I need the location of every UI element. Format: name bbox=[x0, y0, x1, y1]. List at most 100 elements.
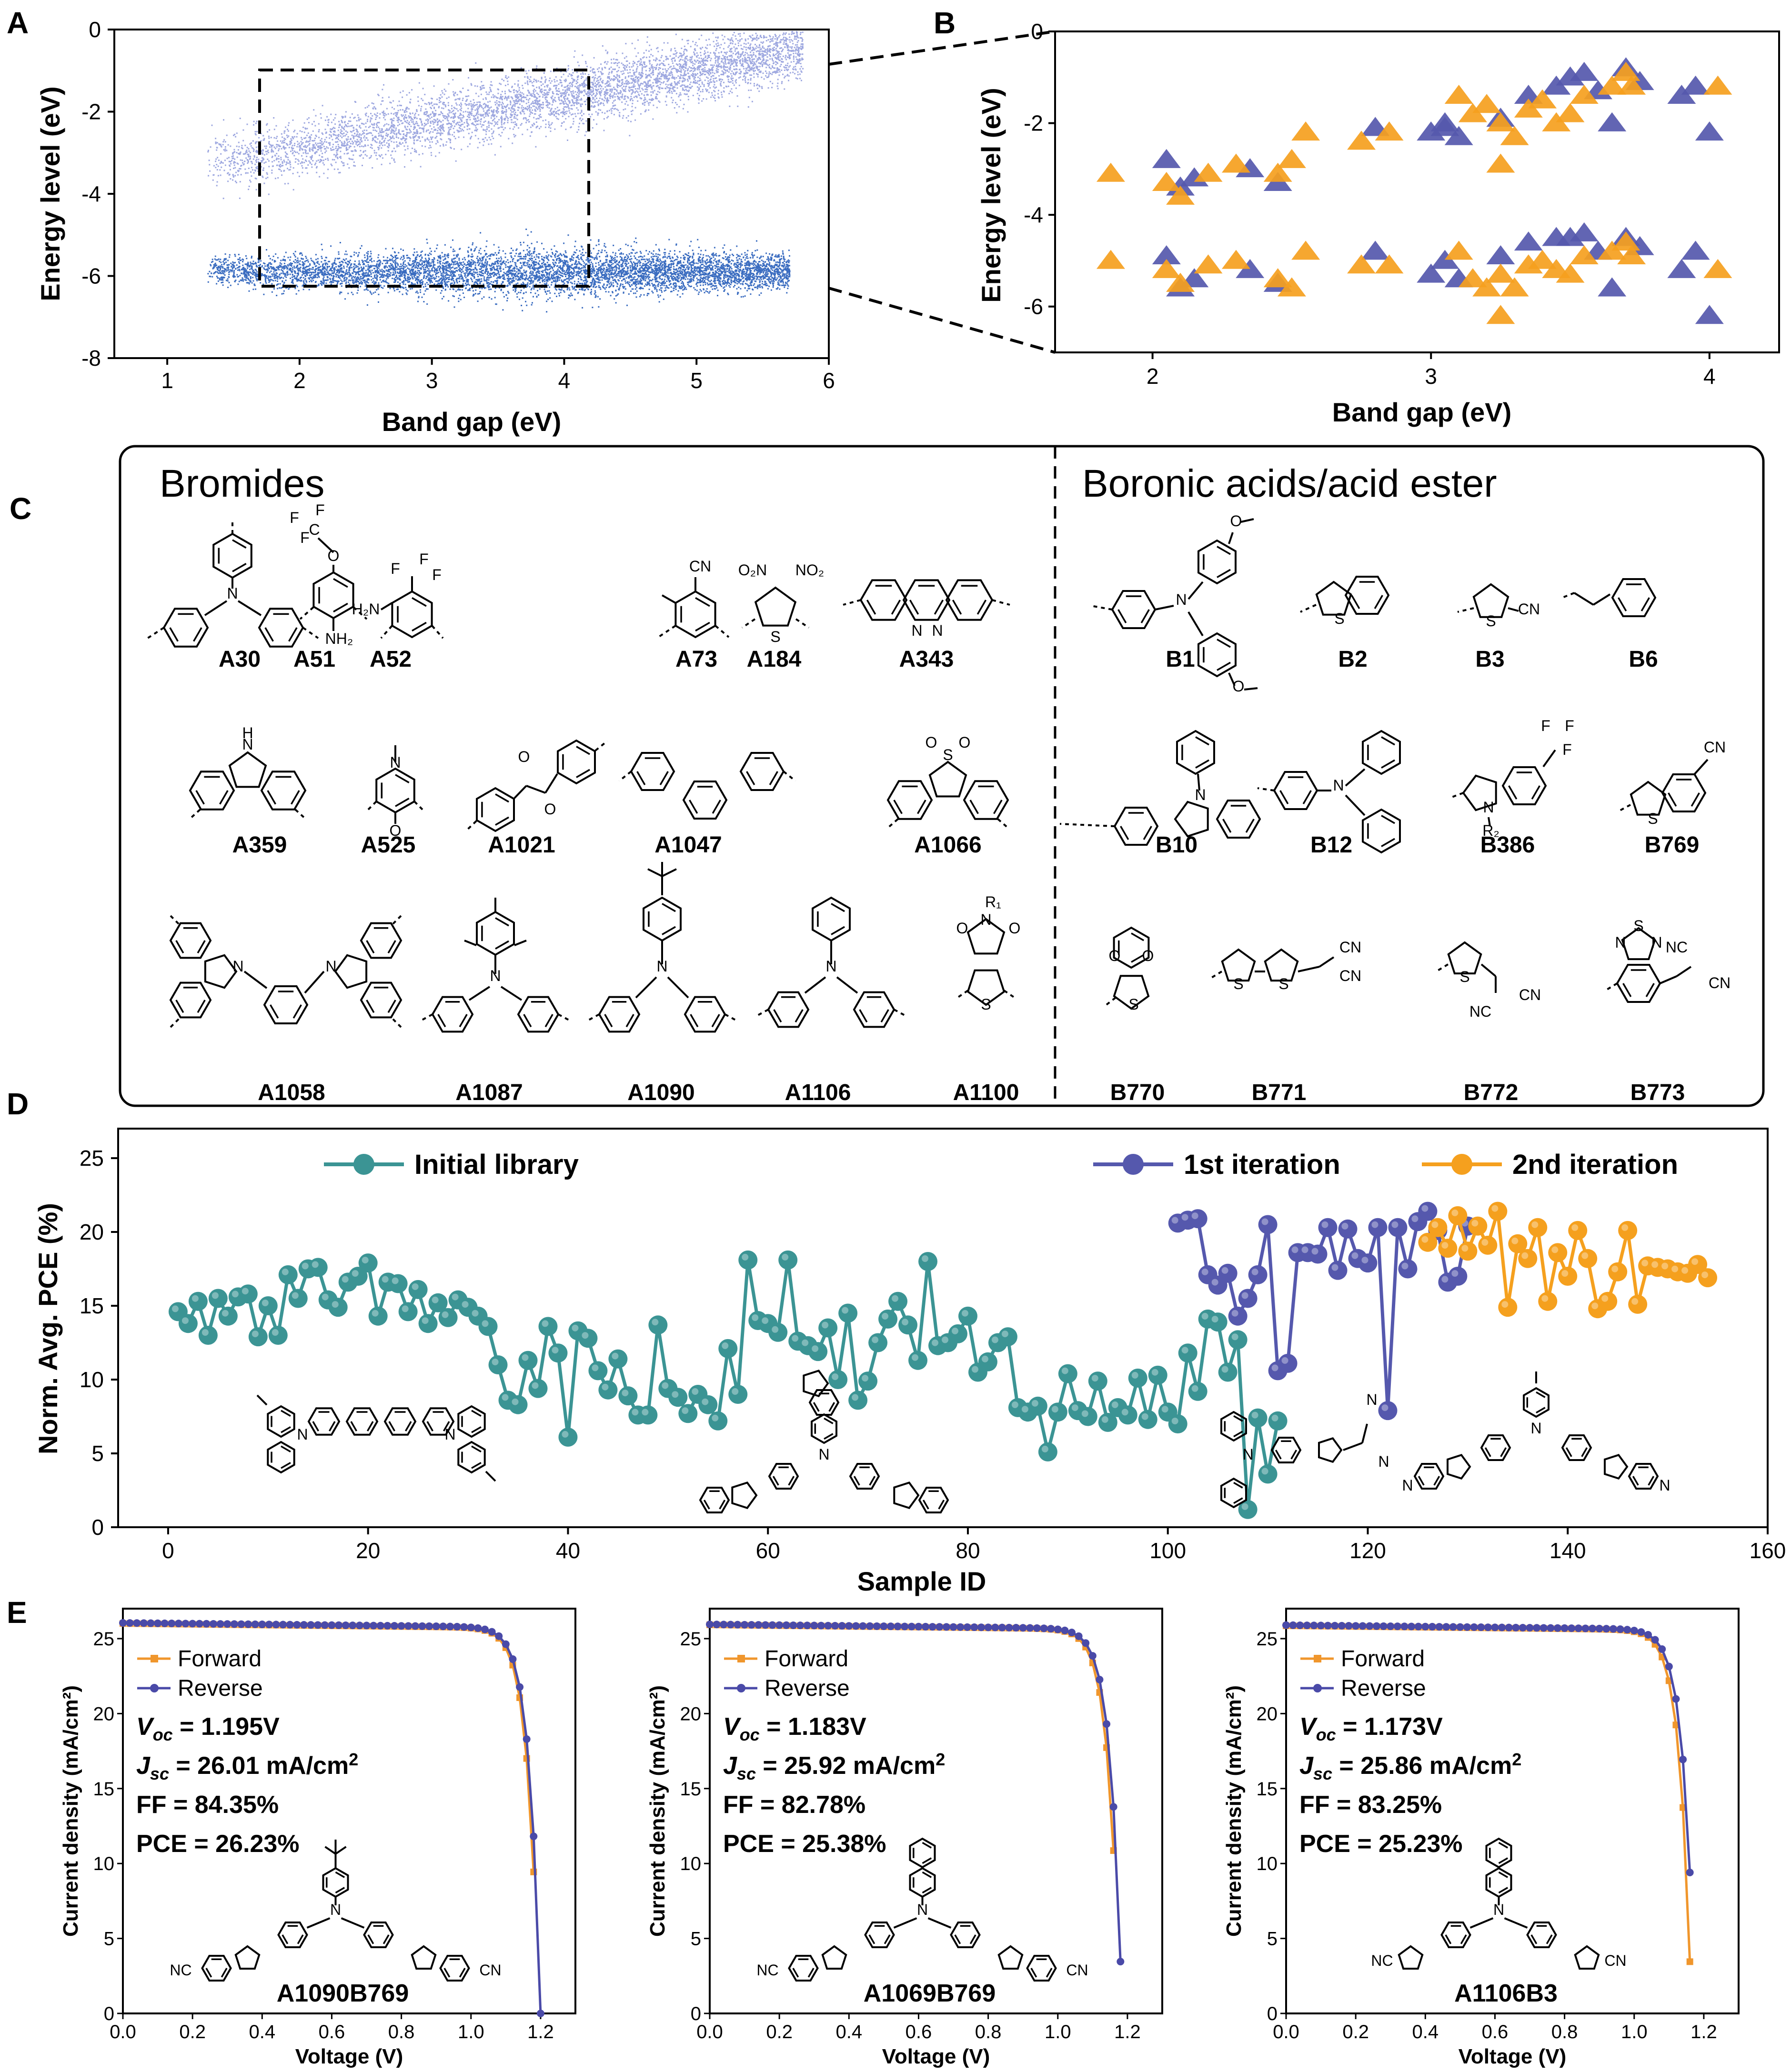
point-highlight bbox=[1331, 1264, 1338, 1271]
bond bbox=[1660, 975, 1677, 984]
attachment-bond bbox=[795, 618, 810, 629]
x-tick-label: 2 bbox=[293, 368, 306, 393]
double-bond bbox=[869, 1476, 876, 1486]
triangle-orange bbox=[1444, 240, 1473, 260]
x-tick-label: 0 bbox=[162, 1538, 174, 1563]
ring bbox=[803, 1370, 829, 1397]
ring bbox=[849, 1463, 880, 1490]
atom-label: C bbox=[309, 521, 320, 538]
ring bbox=[189, 771, 235, 811]
point-highlight bbox=[1141, 1413, 1148, 1420]
series-point-1 bbox=[1338, 1219, 1358, 1239]
point-highlight bbox=[1241, 1292, 1248, 1299]
ring bbox=[1026, 1955, 1057, 1982]
triangle-purple bbox=[1430, 117, 1459, 136]
double-bond bbox=[1531, 785, 1540, 800]
series-point-0 bbox=[1098, 1412, 1117, 1432]
jv-panel-1: 0.0 0.2 0.4 0.6 0.8 1.0 1.2 0 5 10 15 20 25 Voltage (… bbox=[59, 1608, 576, 2068]
series-point-0 bbox=[1088, 1371, 1107, 1391]
double-bond bbox=[1046, 1968, 1053, 1978]
reverse-marker bbox=[1477, 1623, 1485, 1632]
x-tick-label: 0.4 bbox=[1412, 2022, 1439, 2042]
double-bond bbox=[1433, 1476, 1440, 1486]
attachment-bond bbox=[413, 801, 426, 813]
reverse-marker bbox=[928, 1623, 936, 1631]
legend-reverse-label: Reverse bbox=[178, 1676, 263, 1701]
bond bbox=[204, 600, 228, 616]
reverse-marker bbox=[1400, 1622, 1409, 1631]
ring bbox=[682, 781, 728, 820]
bond bbox=[468, 986, 491, 1001]
x-tick-label: 0.2 bbox=[179, 2022, 206, 2042]
series-point-1 bbox=[1238, 1289, 1258, 1308]
point-highlight bbox=[772, 1326, 779, 1333]
attachment-bond bbox=[294, 809, 307, 820]
ring bbox=[169, 922, 212, 959]
double-bond bbox=[312, 1421, 319, 1431]
x-tick-label: 1.2 bbox=[1690, 2022, 1717, 2042]
point-highlight bbox=[642, 1409, 649, 1416]
bond bbox=[1318, 956, 1335, 968]
point-highlight bbox=[1031, 1400, 1038, 1407]
bond bbox=[1592, 593, 1611, 606]
attachment-bond bbox=[168, 1018, 180, 1030]
series-point-1 bbox=[1308, 1244, 1328, 1264]
point-highlight bbox=[582, 1332, 589, 1339]
series-point-0 bbox=[958, 1306, 977, 1326]
double-bond bbox=[1632, 1476, 1639, 1486]
series-point-0 bbox=[248, 1327, 268, 1347]
reverse-marker bbox=[509, 1655, 517, 1663]
reverse-marker bbox=[1491, 1623, 1499, 1632]
ring bbox=[1413, 1463, 1445, 1490]
double-bond bbox=[282, 1934, 289, 1944]
double-bond bbox=[1500, 1447, 1507, 1457]
bond bbox=[256, 1394, 268, 1406]
double-bond bbox=[969, 1934, 976, 1944]
series-point-2 bbox=[1538, 1291, 1558, 1311]
series-point-0 bbox=[288, 1289, 308, 1308]
reverse-marker bbox=[838, 1622, 846, 1630]
reverse-marker bbox=[411, 1622, 419, 1630]
double-bond bbox=[471, 1462, 482, 1469]
series-point-0 bbox=[188, 1291, 208, 1311]
double-bond bbox=[866, 600, 876, 615]
triangle-orange bbox=[1570, 245, 1599, 265]
reverse-marker bbox=[1054, 1625, 1062, 1633]
double-bond bbox=[952, 600, 962, 615]
double-bond bbox=[281, 1462, 291, 1469]
triangle-orange bbox=[1277, 149, 1306, 168]
double-bond bbox=[232, 539, 247, 549]
series-point-1 bbox=[1218, 1263, 1238, 1283]
bond bbox=[1343, 1442, 1363, 1451]
ring bbox=[1197, 539, 1237, 585]
attachment-bond bbox=[1300, 604, 1317, 613]
triangle-purple bbox=[1681, 240, 1710, 260]
y-tick-label: -4 bbox=[1024, 202, 1043, 227]
point-highlight bbox=[1391, 1221, 1399, 1228]
series-point-2 bbox=[1628, 1294, 1648, 1314]
series-point-0 bbox=[1058, 1364, 1077, 1383]
double-bond bbox=[884, 1934, 891, 1944]
atom-label: O bbox=[1109, 947, 1121, 964]
x-tick-label: 6 bbox=[823, 368, 835, 393]
triangle-orange bbox=[1617, 75, 1646, 95]
atom-label: CN bbox=[1704, 739, 1726, 756]
double-bond bbox=[437, 1014, 446, 1028]
ff-metric: FF = 84.35% bbox=[136, 1791, 279, 1819]
reverse-marker bbox=[216, 1620, 224, 1628]
triangle-orange bbox=[1291, 121, 1320, 141]
ring bbox=[457, 1441, 486, 1474]
panel-d-frame bbox=[117, 1128, 1769, 1528]
bond bbox=[1345, 768, 1366, 787]
series-point-0 bbox=[1078, 1407, 1097, 1426]
series-point-0 bbox=[838, 1303, 858, 1323]
ring bbox=[950, 1922, 981, 1948]
atom-label: CN bbox=[1518, 601, 1540, 618]
point-highlight bbox=[1201, 1312, 1208, 1320]
double-bond bbox=[471, 1445, 482, 1452]
series-point-1 bbox=[1248, 1265, 1268, 1284]
reverse-marker bbox=[460, 1623, 468, 1631]
point-highlight bbox=[1411, 1215, 1419, 1222]
boronic-label: B772 bbox=[1464, 1080, 1519, 1105]
